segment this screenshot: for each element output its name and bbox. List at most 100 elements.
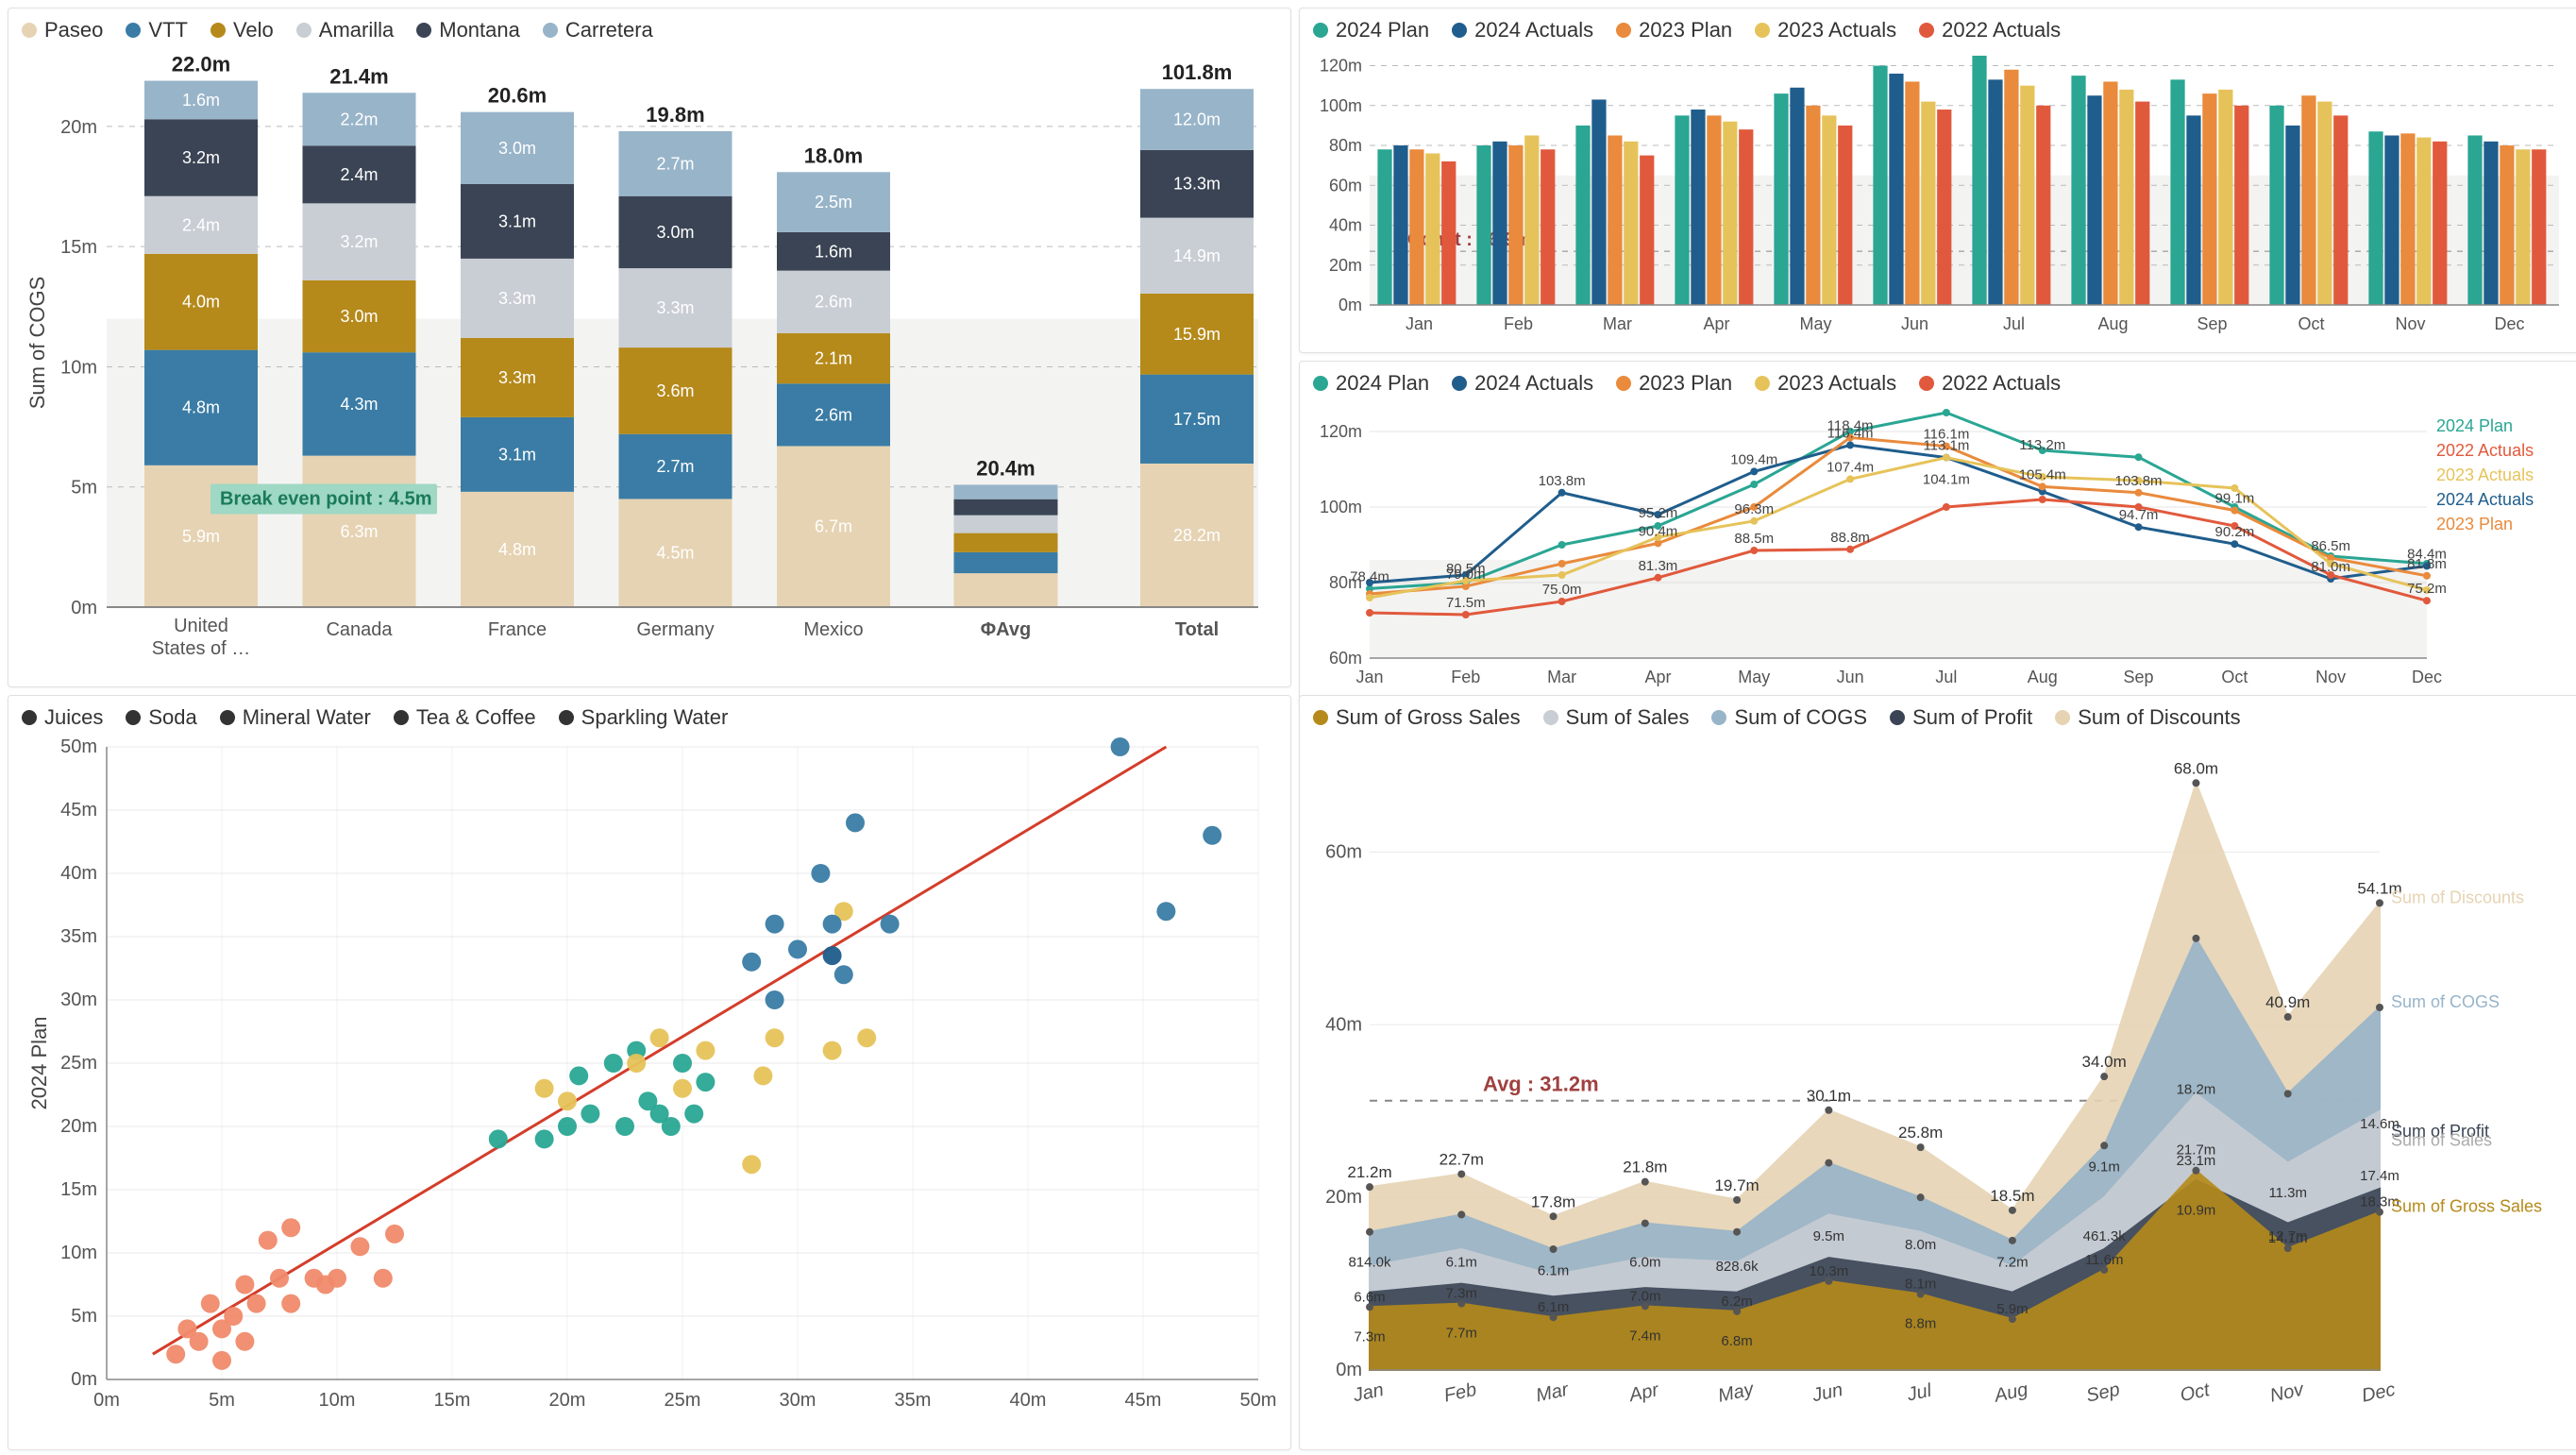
svg-text:Total: Total	[1175, 619, 1219, 640]
svg-text:Feb: Feb	[1442, 1379, 1478, 1407]
legend-swatch	[22, 710, 37, 725]
legend-label: Sum of Discounts	[2078, 705, 2240, 730]
svg-text:Feb: Feb	[1504, 314, 1533, 333]
legend-label: 2024 Plan	[1336, 371, 1429, 396]
svg-text:107.4m: 107.4m	[1827, 459, 1874, 475]
legend-swatch	[296, 23, 311, 38]
svg-text:88.5m: 88.5m	[1734, 531, 1774, 547]
svg-text:0m: 0m	[1339, 296, 1362, 314]
svg-text:3.2m: 3.2m	[340, 232, 378, 251]
svg-text:94.7m: 94.7m	[2119, 507, 2159, 523]
legend-item: VTT	[126, 18, 188, 42]
legend-swatch	[1755, 376, 1770, 391]
svg-text:Nov: Nov	[2268, 1379, 2306, 1406]
legend-label: 2024 Actuals	[1474, 371, 1593, 396]
svg-text:5.9m: 5.9m	[182, 527, 220, 546]
svg-text:6.1m: 6.1m	[1446, 1254, 1477, 1270]
legend-item: Paseo	[22, 18, 103, 42]
svg-text:Mar: Mar	[1603, 314, 1632, 333]
svg-text:8.8m: 8.8m	[1905, 1316, 1936, 1332]
svg-text:Sum of Sales: Sum of Sales	[2391, 1130, 2492, 1149]
svg-text:81.3m: 81.3m	[1639, 558, 1678, 574]
legend-label: VTT	[148, 18, 188, 42]
svg-text:40m: 40m	[1329, 216, 1362, 235]
svg-text:2022 Actuals: 2022 Actuals	[2436, 441, 2534, 460]
scatter-legend: JuicesSodaMineral WaterTea & CoffeeSpark…	[22, 705, 1277, 730]
svg-text:20m: 20m	[60, 117, 97, 138]
svg-text:99.1m: 99.1m	[2215, 491, 2255, 507]
legend-label: 2022 Actuals	[1942, 18, 2061, 42]
svg-text:81.0m: 81.0m	[2311, 559, 2350, 575]
legend-item: 2023 Actuals	[1755, 18, 1896, 42]
svg-text:20.6m: 20.6m	[488, 84, 547, 108]
svg-text:17.4m: 17.4m	[2360, 1168, 2399, 1184]
svg-text:6.6m: 6.6m	[1354, 1289, 1385, 1305]
svg-text:2.5m: 2.5m	[815, 193, 852, 211]
svg-text:Apr: Apr	[1626, 1379, 1661, 1406]
svg-text:15.9m: 15.9m	[1173, 325, 1221, 344]
svg-text:4.3m: 4.3m	[340, 395, 378, 414]
svg-text:34.0m: 34.0m	[2082, 1053, 2127, 1071]
svg-text:Avg : 31.2m: Avg : 31.2m	[1483, 1073, 1599, 1096]
legend-item: Amarilla	[296, 18, 394, 42]
svg-text:25.8m: 25.8m	[1898, 1124, 1943, 1142]
svg-text:Jul: Jul	[2003, 314, 2025, 333]
svg-text:6.1m: 6.1m	[1538, 1262, 1569, 1278]
svg-text:18.5m: 18.5m	[1990, 1187, 2034, 1205]
svg-text:9.1m: 9.1m	[2089, 1159, 2120, 1176]
svg-text:Mexico: Mexico	[803, 619, 863, 640]
svg-text:814.0k: 814.0k	[1348, 1254, 1391, 1270]
legend-swatch	[1890, 710, 1905, 725]
svg-text:2024 Plan: 2024 Plan	[27, 1016, 51, 1109]
svg-text:5m: 5m	[209, 1390, 235, 1411]
svg-text:15m: 15m	[60, 1179, 97, 1200]
svg-text:21.2m: 21.2m	[1347, 1163, 1391, 1181]
legend-item: 2022 Actuals	[1919, 18, 2061, 42]
legend-swatch	[210, 23, 226, 38]
svg-text:5m: 5m	[71, 1306, 97, 1327]
svg-text:71.5m: 71.5m	[1446, 595, 1486, 611]
svg-text:0m: 0m	[1336, 1360, 1362, 1380]
svg-text:88.8m: 88.8m	[1830, 530, 1870, 546]
svg-text:May: May	[1738, 668, 1770, 686]
svg-text:France: France	[488, 619, 547, 640]
svg-text:2.4m: 2.4m	[340, 165, 378, 184]
legend-swatch	[126, 710, 141, 725]
svg-text:10m: 10m	[319, 1390, 356, 1411]
svg-text:40m: 40m	[1010, 1390, 1047, 1411]
svg-text:2.7m: 2.7m	[656, 457, 694, 476]
svg-text:25m: 25m	[665, 1390, 701, 1411]
legend-label: Sum of COGS	[1734, 705, 1867, 730]
legend-item: Montana	[416, 18, 520, 42]
legend-swatch	[1711, 710, 1726, 725]
svg-text:7.4m: 7.4m	[1629, 1328, 1660, 1344]
svg-text:23.1m: 23.1m	[2177, 1153, 2216, 1169]
svg-text:80.5m: 80.5m	[1446, 561, 1486, 577]
line-panel: 2024 Plan2024 Actuals2023 Plan2023 Actua…	[1299, 361, 2576, 706]
svg-text:Apr: Apr	[1644, 668, 1671, 686]
lines-legend: 2024 Plan2024 Actuals2023 Plan2023 Actua…	[1313, 371, 2568, 396]
legend-item: Sum of Discounts	[2055, 705, 2240, 730]
svg-text:101.8m: 101.8m	[1162, 60, 1233, 84]
svg-text:7.0m: 7.0m	[1629, 1288, 1660, 1304]
legend-label: Sparkling Water	[581, 705, 729, 730]
svg-text:50m: 50m	[1240, 1390, 1277, 1411]
svg-text:78.4m: 78.4m	[1350, 568, 1389, 584]
svg-text:20.4m: 20.4m	[976, 456, 1035, 480]
svg-text:2.6m: 2.6m	[815, 293, 852, 312]
svg-text:60m: 60m	[1329, 649, 1362, 668]
svg-text:4.8m: 4.8m	[182, 398, 220, 417]
svg-text:90.2m: 90.2m	[2215, 524, 2255, 540]
svg-text:3.6m: 3.6m	[656, 381, 694, 400]
svg-text:20m: 20m	[1325, 1187, 1362, 1208]
svg-text:Jun: Jun	[1837, 668, 1864, 686]
svg-text:20m: 20m	[1329, 256, 1362, 275]
area-chart: 0m20m40m60mAvg : 31.2m21.2m22.7m17.8m21.…	[1313, 737, 2568, 1427]
svg-text:25m: 25m	[60, 1053, 97, 1074]
svg-text:Apr: Apr	[1703, 314, 1729, 333]
legend-swatch	[1755, 23, 1770, 38]
svg-text:20m: 20m	[60, 1116, 97, 1137]
legend-item: 2022 Actuals	[1919, 371, 2061, 396]
legend-label: Montana	[439, 18, 520, 42]
svg-text:Dec: Dec	[2494, 314, 2524, 333]
